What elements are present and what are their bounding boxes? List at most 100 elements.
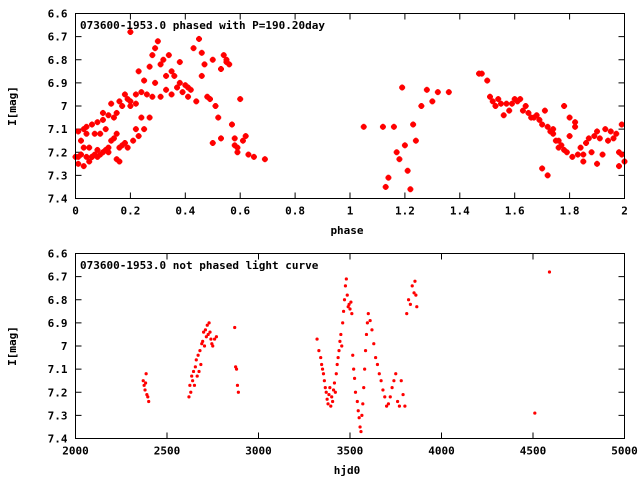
data-point bbox=[337, 349, 341, 353]
x-tick-label: 1 bbox=[347, 205, 354, 218]
data-point bbox=[410, 284, 414, 288]
data-point bbox=[319, 355, 323, 360]
y-tick-label: 6.7 bbox=[48, 31, 68, 44]
data-point bbox=[121, 140, 128, 146]
data-point bbox=[572, 123, 579, 130]
data-point bbox=[207, 321, 211, 325]
data-point bbox=[110, 135, 117, 142]
data-point bbox=[407, 186, 414, 193]
data-point bbox=[525, 109, 532, 116]
y-tick-label: 7.4 bbox=[48, 193, 68, 206]
data-point bbox=[344, 277, 348, 281]
data-point bbox=[363, 349, 368, 353]
data-point bbox=[345, 293, 349, 297]
data-point bbox=[541, 107, 548, 114]
data-point bbox=[329, 404, 333, 408]
data-point bbox=[352, 376, 357, 380]
data-point bbox=[116, 98, 123, 105]
x-tick-label: 4500 bbox=[520, 445, 547, 458]
data-point bbox=[544, 123, 551, 130]
data-point bbox=[382, 183, 389, 190]
data-point bbox=[385, 404, 389, 408]
data-point bbox=[163, 86, 170, 93]
data-point bbox=[351, 353, 355, 357]
data-point bbox=[503, 100, 510, 107]
data-point bbox=[179, 89, 186, 96]
data-point bbox=[214, 335, 219, 339]
data-point bbox=[414, 293, 418, 297]
data-point bbox=[362, 386, 366, 390]
data-point bbox=[250, 153, 257, 160]
data-point bbox=[321, 372, 326, 376]
data-point bbox=[323, 386, 327, 390]
data-point bbox=[236, 390, 240, 394]
data-point bbox=[613, 130, 620, 137]
data-point bbox=[176, 79, 183, 86]
data-point bbox=[138, 89, 145, 96]
data-point bbox=[80, 163, 87, 170]
data-point bbox=[138, 114, 145, 121]
data-point bbox=[75, 153, 82, 160]
y-tick-label: 7.4 bbox=[48, 433, 68, 446]
data-point bbox=[83, 130, 90, 137]
data-point bbox=[339, 332, 343, 337]
data-point bbox=[233, 325, 237, 330]
data-point bbox=[198, 49, 205, 56]
y-tick-label: 6.9 bbox=[48, 77, 68, 90]
lightcurve-panel-frame bbox=[75, 253, 625, 439]
data-point bbox=[108, 100, 115, 107]
data-point bbox=[342, 298, 347, 302]
data-point bbox=[141, 126, 148, 133]
x-tick-label: 1.2 bbox=[395, 205, 415, 218]
y-tick-label: 7.1 bbox=[48, 123, 68, 136]
data-point bbox=[147, 399, 151, 404]
data-point bbox=[355, 399, 359, 404]
data-point bbox=[357, 416, 361, 420]
data-point bbox=[192, 383, 197, 387]
data-point bbox=[235, 383, 240, 387]
data-point bbox=[338, 339, 342, 343]
data-point bbox=[328, 386, 332, 390]
data-point bbox=[320, 367, 325, 371]
data-point bbox=[508, 100, 515, 107]
data-point bbox=[415, 305, 419, 309]
data-point bbox=[209, 337, 213, 341]
data-point bbox=[361, 402, 365, 406]
data-point bbox=[374, 355, 378, 360]
phased-panel-y-ticks: 6.6 6.7 6.8 6.9 7 7.1 7.2 7.3 7.4 bbox=[48, 8, 625, 206]
data-point bbox=[364, 332, 369, 337]
data-point bbox=[585, 135, 592, 142]
data-point bbox=[591, 133, 598, 140]
data-point bbox=[413, 279, 417, 283]
data-point bbox=[234, 367, 239, 371]
data-point bbox=[533, 112, 540, 119]
x-tick-label: 2500 bbox=[154, 445, 181, 458]
y-tick-label: 6.8 bbox=[48, 54, 68, 67]
data-point bbox=[330, 395, 334, 399]
data-point bbox=[558, 142, 565, 149]
data-point bbox=[335, 362, 339, 367]
lightcurve-panel-x-ticks: 2000 2500 3000 3500 4000 4500 5000 bbox=[62, 253, 638, 458]
x-tick-label: 4000 bbox=[428, 445, 455, 458]
data-point bbox=[320, 362, 324, 367]
data-point bbox=[231, 135, 238, 142]
data-point bbox=[324, 390, 328, 394]
data-point bbox=[146, 395, 150, 399]
data-point bbox=[550, 126, 557, 133]
data-point bbox=[91, 130, 98, 137]
data-point bbox=[142, 383, 146, 387]
data-point bbox=[569, 153, 576, 160]
data-point bbox=[86, 144, 93, 151]
data-point bbox=[375, 362, 380, 367]
lightcurve-panel-ylabel: I[mag] bbox=[6, 326, 19, 366]
y-tick-label: 6.6 bbox=[48, 8, 68, 21]
data-point bbox=[168, 91, 175, 98]
data-point bbox=[390, 123, 397, 130]
data-point bbox=[88, 153, 95, 160]
data-point bbox=[605, 137, 612, 144]
data-point bbox=[583, 140, 590, 146]
data-point bbox=[383, 395, 387, 399]
data-point bbox=[359, 429, 363, 434]
data-point bbox=[489, 98, 496, 105]
